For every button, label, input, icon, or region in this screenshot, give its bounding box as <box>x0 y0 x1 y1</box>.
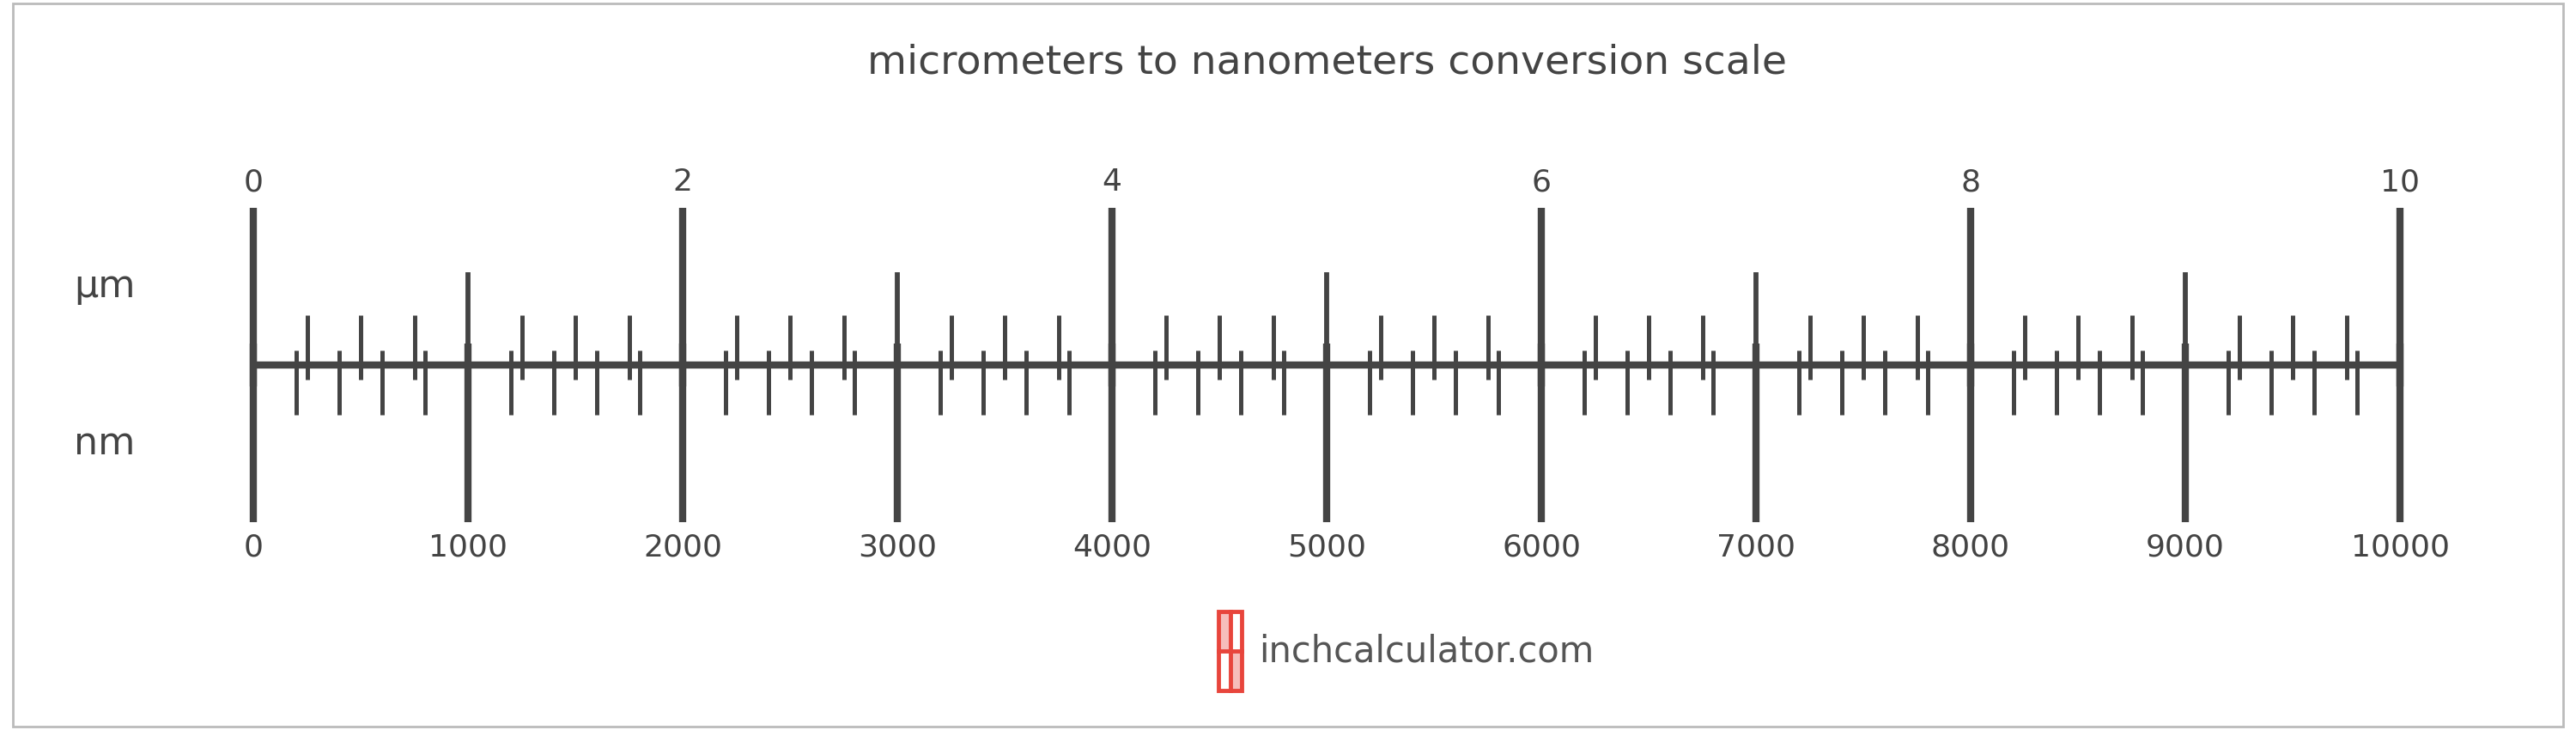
Text: 0: 0 <box>242 168 263 197</box>
Text: 3000: 3000 <box>858 533 938 562</box>
Text: 6: 6 <box>1530 168 1551 197</box>
Text: nm: nm <box>75 426 134 462</box>
Text: 10: 10 <box>2380 168 2419 197</box>
Bar <box>1218 612 1242 691</box>
Text: 10000: 10000 <box>2352 533 2450 562</box>
Text: 7000: 7000 <box>1716 533 1795 562</box>
Text: 6000: 6000 <box>1502 533 1582 562</box>
Text: micrometers to nanometers conversion scale: micrometers to nanometers conversion sca… <box>868 43 1788 82</box>
Text: 1000: 1000 <box>428 533 507 562</box>
Bar <box>1231 651 1242 691</box>
Bar <box>1218 612 1231 651</box>
Text: 2: 2 <box>672 168 693 197</box>
Text: 8000: 8000 <box>1932 533 2009 562</box>
Text: 5000: 5000 <box>1288 533 1365 562</box>
Text: 9000: 9000 <box>2146 533 2226 562</box>
Text: 4000: 4000 <box>1072 533 1151 562</box>
Text: inchcalculator.com: inchcalculator.com <box>1260 633 1595 669</box>
Text: 0: 0 <box>242 533 263 562</box>
Text: 4: 4 <box>1103 168 1123 197</box>
Text: 2000: 2000 <box>644 533 721 562</box>
Text: μm: μm <box>75 268 134 304</box>
Text: 8: 8 <box>1960 168 1981 197</box>
